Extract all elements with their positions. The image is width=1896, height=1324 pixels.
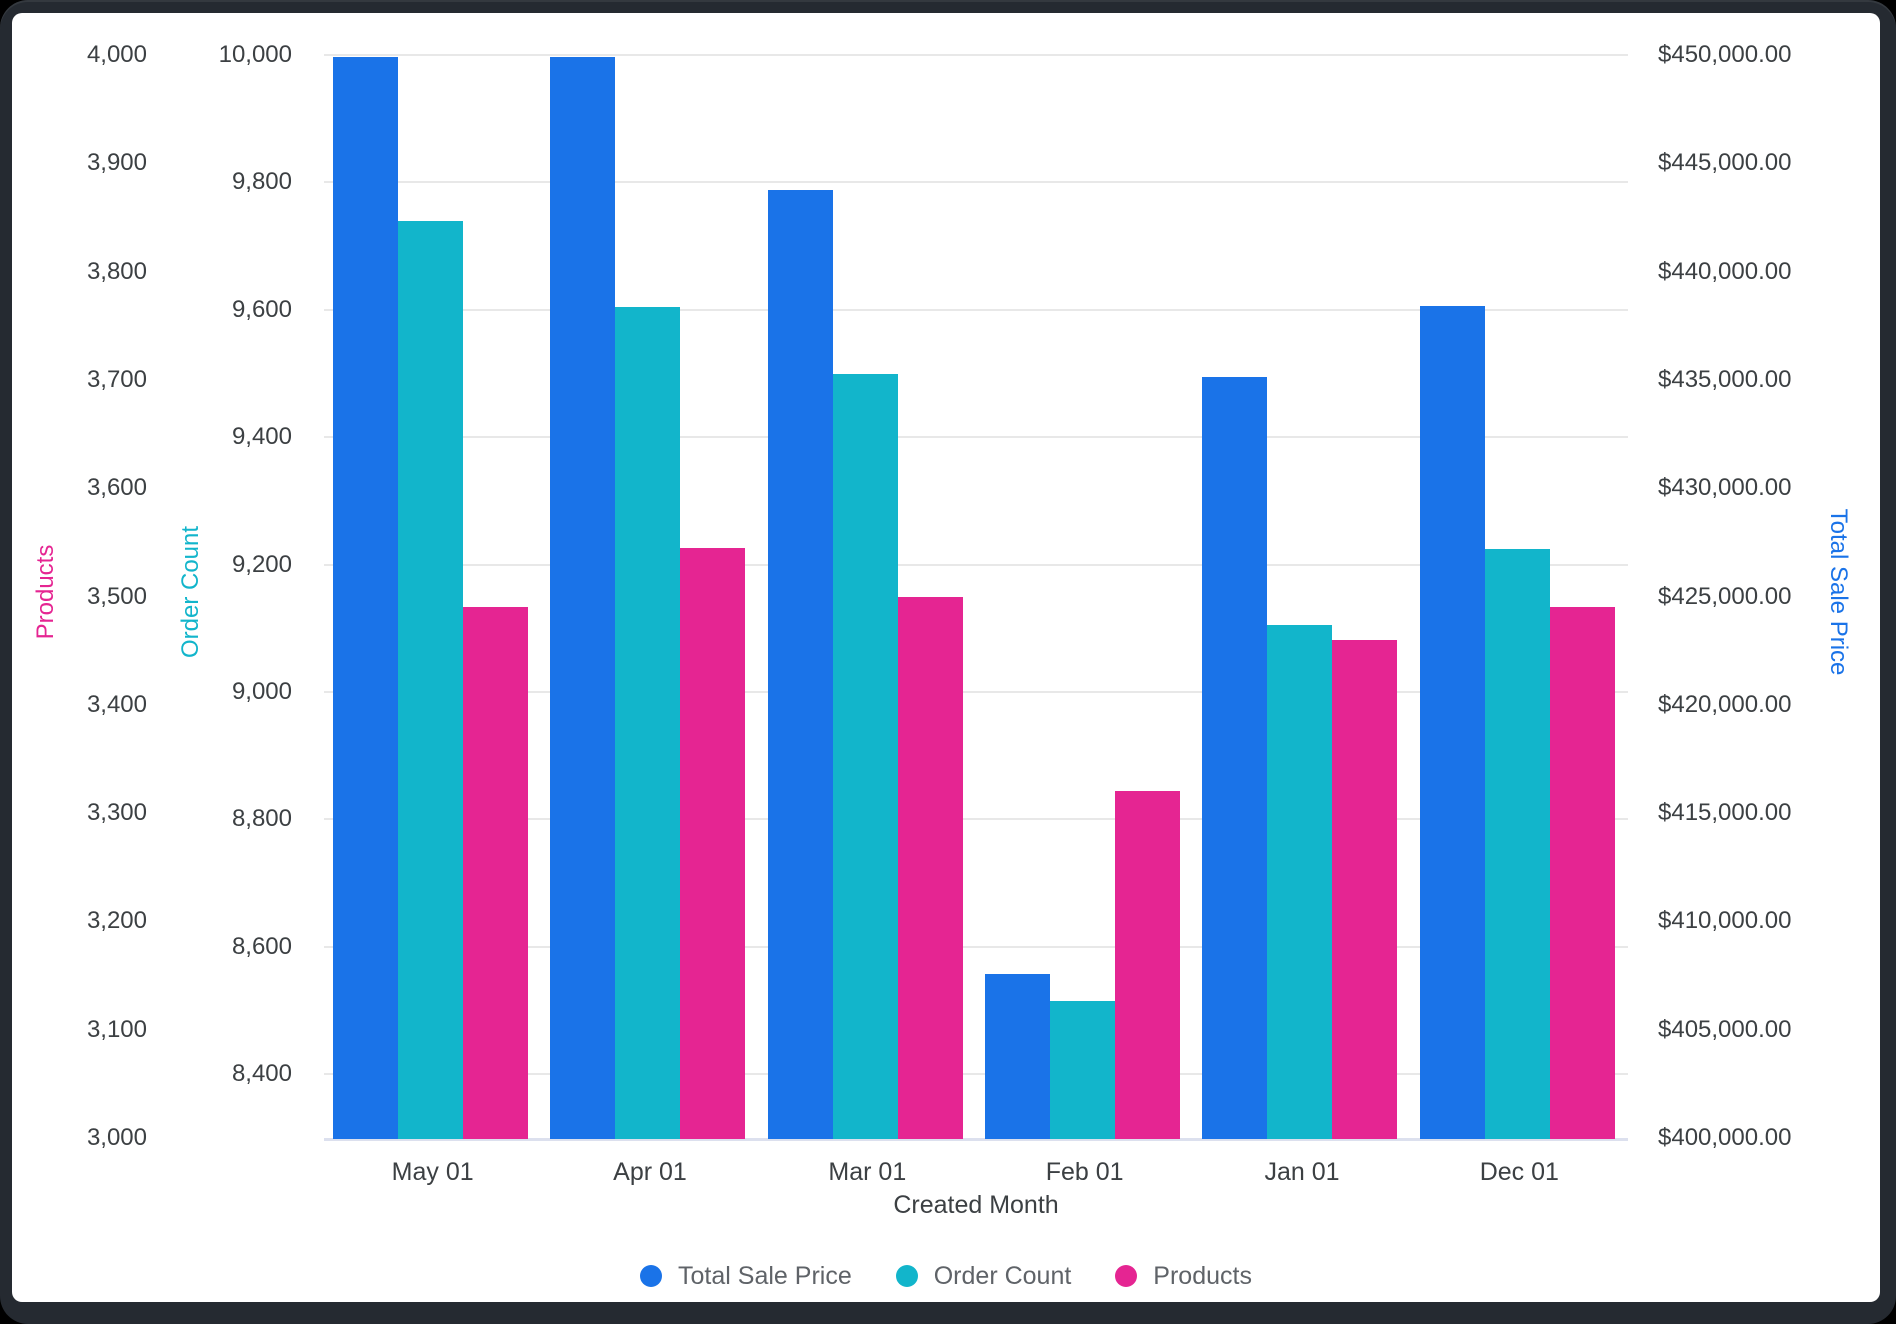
x-tick-dec-01: Dec 01 [1479, 1158, 1559, 1186]
y-tick-price-450000: $450,000.00 [1658, 41, 1792, 68]
gridline-9000 [324, 691, 1628, 694]
y-tick-price-415000: $415,000.00 [1658, 799, 1792, 827]
bar-products-dec-01[interactable] [1549, 607, 1615, 1139]
gridline-8600 [324, 945, 1628, 948]
x-tick-apr-01: Apr 01 [613, 1158, 687, 1186]
bar-total-sale-price-apr-01[interactable] [550, 57, 616, 1139]
y-tick-order-9600: 9,600 [231, 295, 292, 323]
y-tick-products-3300: 3,300 [86, 799, 147, 827]
x-tick-may-01: May 01 [391, 1158, 474, 1186]
y-tick-products-3600: 3,600 [86, 474, 147, 502]
x-axis-baseline [324, 1138, 1628, 1141]
gridline-8400 [324, 1073, 1628, 1076]
bar-total-sale-price-may-01[interactable] [333, 57, 398, 1139]
legend-swatch-order-count-icon [895, 1265, 918, 1287]
bar-order-count-apr-01[interactable] [615, 306, 681, 1139]
y-tick-products-3400: 3,400 [86, 690, 147, 718]
y-tick-price-410000: $410,000.00 [1658, 907, 1792, 935]
y-tick-products-3700: 3,700 [86, 365, 147, 393]
bar-order-count-jan-01[interactable] [1267, 625, 1333, 1139]
y-tick-products-3100: 3,100 [86, 1015, 147, 1043]
bar-order-count-feb-01[interactable] [1050, 1001, 1115, 1139]
y-tick-price-400000: $400,000.00 [1658, 1124, 1792, 1151]
bar-order-count-dec-01[interactable] [1484, 548, 1550, 1139]
bar-products-may-01[interactable] [463, 607, 528, 1139]
legend: Total Sale Price Order Count Products [12, 1256, 1880, 1296]
gridline-9200 [324, 563, 1628, 566]
x-tick-jan-01: Jan 01 [1264, 1158, 1340, 1186]
y-tick-products-4000: 4,000 [86, 41, 147, 68]
bar-total-sale-price-mar-01[interactable] [767, 190, 833, 1139]
legend-swatch-products-icon [1115, 1265, 1138, 1287]
y-tick-products-3200: 3,200 [86, 907, 147, 935]
bar-total-sale-price-dec-01[interactable] [1419, 306, 1485, 1139]
y-tick-price-405000: $405,000.00 [1658, 1015, 1792, 1043]
x-axis-title: Created Month [893, 1191, 1059, 1219]
legend-item-order-count[interactable]: Order Count [895, 1256, 1072, 1296]
legend-item-products[interactable]: Products [1115, 1256, 1252, 1296]
y-tick-products-3900: 3,900 [86, 149, 147, 177]
bar-products-apr-01[interactable] [680, 547, 746, 1139]
y-tick-price-425000: $425,000.00 [1658, 582, 1792, 610]
bar-total-sale-price-jan-01[interactable] [1202, 376, 1268, 1139]
y-axis-title-total-sale-price: Total Sale Price [1825, 508, 1852, 676]
y-tick-order-8800: 8,800 [231, 805, 292, 833]
gridline-10000 [324, 54, 1628, 56]
y-tick-price-435000: $435,000.00 [1658, 365, 1792, 393]
y-tick-order-8600: 8,600 [231, 932, 292, 960]
gridline-9400 [324, 436, 1628, 439]
y-tick-price-430000: $430,000.00 [1658, 474, 1792, 502]
x-tick-mar-01: Mar 01 [828, 1158, 907, 1186]
y-tick-price-420000: $420,000.00 [1658, 690, 1792, 718]
y-tick-order-9200: 9,200 [231, 550, 292, 578]
y-axis-title-products: Products [32, 544, 59, 640]
y-tick-products-3000: 3,000 [86, 1124, 147, 1151]
legend-label-products: Products [1153, 1262, 1252, 1290]
gridline-9600 [324, 308, 1628, 311]
bar-products-mar-01[interactable] [897, 596, 963, 1139]
y-axis-title-order-count: Order Count [177, 525, 204, 659]
y-tick-order-9400: 9,400 [231, 423, 292, 451]
y-tick-products-3500: 3,500 [86, 582, 147, 610]
x-tick-feb-01: Feb 01 [1045, 1158, 1124, 1186]
y-tick-order-9000: 9,000 [231, 678, 292, 706]
legend-swatch-total-sale-price-icon [640, 1265, 663, 1287]
gridline-8800 [324, 818, 1628, 821]
legend-label-order-count: Order Count [933, 1262, 1072, 1290]
y-tick-order-9800: 9,800 [231, 168, 292, 196]
y-tick-price-440000: $440,000.00 [1658, 257, 1792, 285]
y-tick-products-3800: 3,800 [86, 257, 147, 285]
y-tick-order-8400: 8,400 [231, 1060, 292, 1088]
bar-products-feb-01[interactable] [1115, 791, 1180, 1139]
bar-products-jan-01[interactable] [1332, 639, 1398, 1139]
bar-total-sale-price-feb-01[interactable] [985, 974, 1050, 1139]
y-tick-price-445000: $445,000.00 [1658, 149, 1792, 177]
legend-label-total-sale-price: Total Sale Price [678, 1262, 852, 1290]
legend-item-total-sale-price[interactable]: Total Sale Price [640, 1256, 852, 1296]
y-tick-order-10000: 10,000 [218, 41, 292, 68]
bar-order-count-may-01[interactable] [398, 220, 463, 1139]
bar-order-count-mar-01[interactable] [832, 373, 898, 1139]
gridline-9800 [324, 181, 1628, 184]
